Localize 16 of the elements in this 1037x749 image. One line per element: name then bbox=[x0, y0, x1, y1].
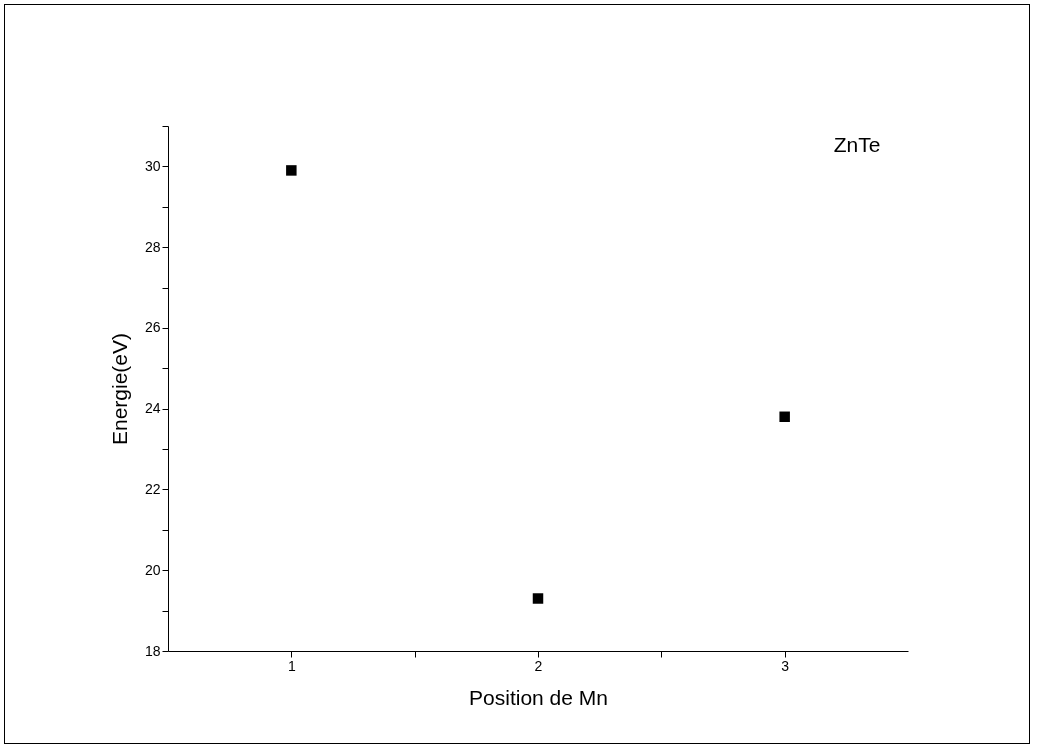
x-axis-title: Position de Mn bbox=[469, 685, 608, 709]
point bbox=[779, 411, 790, 423]
y-tick-label: 22 bbox=[144, 480, 161, 497]
y-tick-label: 30 bbox=[144, 157, 161, 174]
x-tick-label: 3 bbox=[781, 657, 790, 674]
x-tick-label: 1 bbox=[287, 657, 296, 674]
y-tick-label: 20 bbox=[144, 561, 161, 578]
annotation: ZnTe bbox=[833, 133, 881, 156]
point bbox=[286, 165, 297, 176]
point bbox=[532, 593, 544, 604]
y-axis-title: Energie(eV) bbox=[107, 332, 131, 446]
y-tick-label: 28 bbox=[144, 238, 161, 255]
y-tick-label: 26 bbox=[144, 319, 161, 336]
y-tick-label: 24 bbox=[144, 400, 161, 417]
x-tick-label: 2 bbox=[534, 657, 543, 674]
y-tick-label: 18 bbox=[144, 642, 161, 659]
